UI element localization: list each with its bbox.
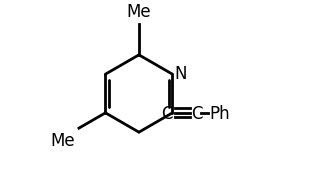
Text: Me: Me bbox=[51, 132, 75, 150]
Text: Ph: Ph bbox=[209, 105, 230, 123]
Text: C: C bbox=[161, 105, 172, 123]
Text: Me: Me bbox=[126, 3, 151, 21]
Text: C: C bbox=[191, 105, 203, 123]
Text: N: N bbox=[175, 65, 187, 83]
